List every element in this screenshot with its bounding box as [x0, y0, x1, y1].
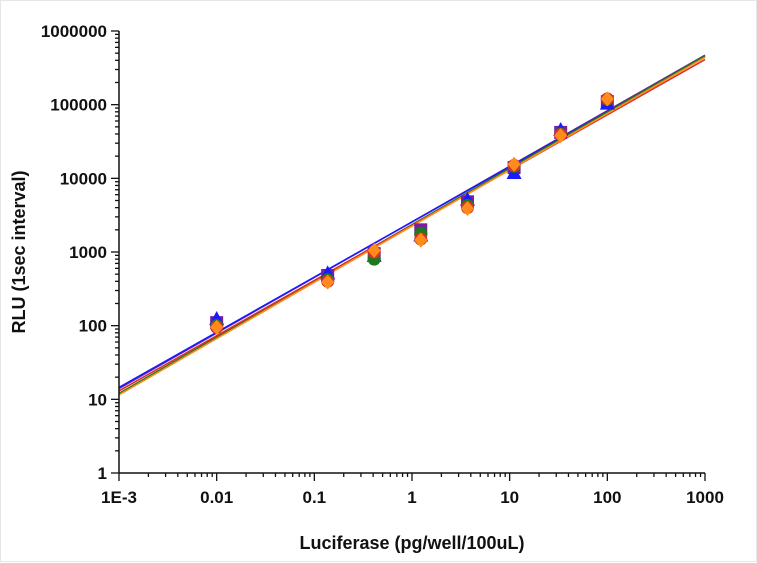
y-tick-label: 100000 [50, 96, 107, 115]
x-tick-label: 1 [407, 488, 416, 507]
data-point-series-5 [460, 200, 474, 216]
data-point-series-5 [554, 128, 568, 144]
x-tick-label: 1000 [686, 488, 724, 507]
y-tick-label: 1000000 [41, 22, 107, 41]
data-point-series-5 [367, 242, 381, 258]
y-axis-title: RLU (1sec interval) [9, 170, 29, 333]
axes [118, 31, 705, 474]
data-point-series-5 [414, 232, 428, 248]
y-tick-label: 10000 [60, 169, 107, 188]
y-tick-label: 1000 [69, 243, 107, 262]
y-tick-label: 100 [79, 317, 107, 336]
y-tick-label: 1 [98, 464, 107, 483]
data-point-series-5 [507, 156, 521, 172]
x-tick-label: 10 [500, 488, 519, 507]
x-axis-title: Luciferase (pg/well/100uL) [299, 533, 524, 553]
x-tick-label: 100 [593, 488, 621, 507]
fit-lines [118, 54, 706, 396]
x-ticks: 1E-3 0.01 0.1 1 10 100 1000 [101, 473, 724, 507]
x-tick-label: 0.01 [200, 488, 233, 507]
data-point-series-5 [600, 91, 614, 107]
y-ticks: 1 10 100 1000 10000 100000 1000000 [41, 22, 119, 483]
x-tick-label: 1E-3 [101, 488, 137, 507]
fit-line-series-5 [118, 56, 706, 396]
y-tick-label: 10 [88, 390, 107, 409]
data-point-series-5 [321, 274, 335, 290]
x-tick-label: 0.1 [303, 488, 327, 507]
data-markers [209, 91, 615, 335]
data-point-series-5 [210, 319, 224, 335]
